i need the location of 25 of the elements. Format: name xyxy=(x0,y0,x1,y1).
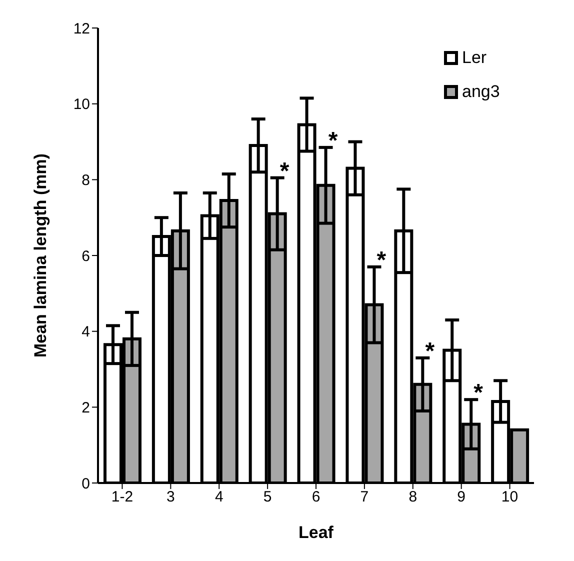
annotation: * xyxy=(328,127,338,154)
x-tick-label: 8 xyxy=(408,488,418,506)
annotation: * xyxy=(280,158,290,185)
y-tick-label: 12 xyxy=(73,20,90,38)
x-tick-label: 3 xyxy=(166,488,175,506)
legend-label: ang3 xyxy=(462,82,500,102)
x-tick-label: 1-2 xyxy=(111,488,134,506)
y-tick-label: 6 xyxy=(82,248,90,265)
x-tick-label: 6 xyxy=(312,488,320,506)
y-tick-label: 8 xyxy=(82,172,90,189)
y-tick-label: 4 xyxy=(82,324,90,341)
x-tick-label: 9 xyxy=(457,488,466,506)
x-tick-label: 4 xyxy=(214,488,224,506)
y-tick-label: 2 xyxy=(82,399,90,416)
x-tick-label: 10 xyxy=(501,488,518,506)
legend-label: Ler xyxy=(462,48,487,68)
annotation: * xyxy=(425,338,436,365)
x-tick-label: 7 xyxy=(360,488,369,506)
x-tick-label: 5 xyxy=(263,488,272,506)
annotation: * xyxy=(474,380,484,407)
y-axis-title: Mean lamina length (mm) xyxy=(31,153,50,358)
y-tick-label: 10 xyxy=(73,96,90,114)
x-axis-title: Leaf xyxy=(298,523,334,542)
y-tick-label: 0 xyxy=(82,475,90,492)
annotation: * xyxy=(376,246,387,274)
